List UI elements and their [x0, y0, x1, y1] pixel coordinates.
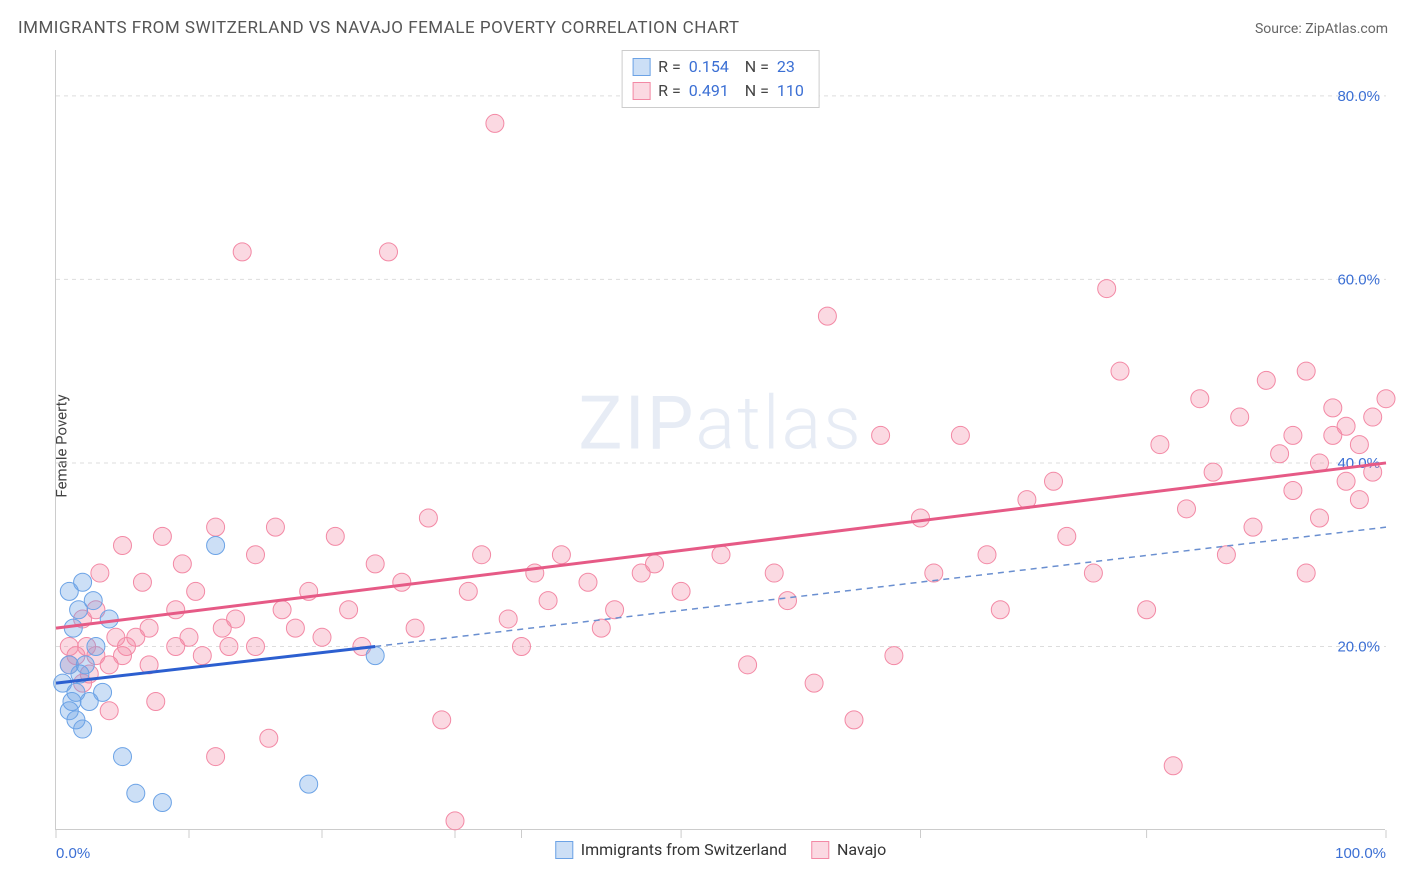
legend-swatch-pink	[632, 82, 650, 100]
svg-text:20.0%: 20.0%	[1337, 638, 1380, 655]
title-row: IMMIGRANTS FROM SWITZERLAND VS NAVAJO FE…	[18, 18, 1388, 38]
chart-title: IMMIGRANTS FROM SWITZERLAND VS NAVAJO FE…	[18, 18, 740, 38]
svg-text:60.0%: 60.0%	[1337, 271, 1380, 288]
svg-text:100.0%: 100.0%	[1335, 845, 1386, 862]
svg-text:80.0%: 80.0%	[1337, 88, 1380, 105]
plot-svg: 20.0%40.0%60.0%80.0%0.0%100.0%	[56, 50, 1385, 829]
legend-item-navajo: Navajo	[811, 840, 886, 859]
legend-series: Immigrants from Switzerland Navajo	[555, 840, 886, 859]
svg-text:0.0%: 0.0%	[56, 845, 90, 862]
source-label: Source: ZipAtlas.com	[1255, 21, 1388, 37]
legend-swatch-pink-icon	[811, 841, 829, 859]
legend-row-series1: R = 0.154 N = 23	[632, 55, 809, 79]
legend-row-series2: R = 0.491 N = 110	[632, 79, 809, 103]
legend-swatch-blue-icon	[555, 841, 573, 859]
legend-correlation-box: R = 0.154 N = 23 R = 0.491 N = 110	[621, 50, 820, 108]
chart-container: IMMIGRANTS FROM SWITZERLAND VS NAVAJO FE…	[0, 0, 1406, 892]
legend-item-switzerland: Immigrants from Switzerland	[555, 840, 787, 859]
legend-swatch-blue	[632, 58, 650, 76]
plot-area: ZIPatlas R = 0.154 N = 23 R = 0.491 N = …	[55, 50, 1385, 830]
